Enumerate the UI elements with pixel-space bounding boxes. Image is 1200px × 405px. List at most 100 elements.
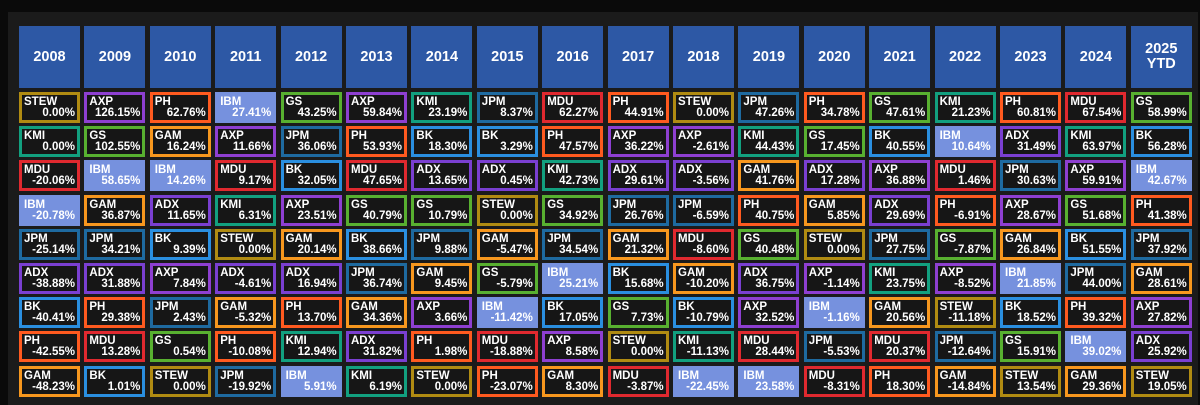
return-cell: JPM -19.92%	[215, 365, 277, 397]
ticker-label: PH	[285, 301, 302, 314]
return-cell: GAM 5.85%	[803, 194, 865, 226]
return-cell: MDU 28.44%	[738, 331, 800, 363]
ticker-label: PH	[89, 301, 106, 314]
ticker-label: PH	[24, 335, 40, 348]
return-cell: JPM 8.37%	[476, 92, 538, 123]
return-cell: MDU -8.60%	[673, 228, 734, 260]
return-value: 27.75%	[886, 243, 926, 256]
return-value: 28.67%	[1016, 209, 1056, 222]
ticker-label: IBM	[547, 267, 569, 279]
return-cell: JPM -25.14%	[19, 228, 80, 260]
return-value: 34.54%	[559, 243, 599, 256]
return-value: 20.37%	[886, 346, 926, 359]
return-cell: GS 40.79%	[346, 194, 407, 226]
ticker-label: ADX	[1005, 130, 1030, 143]
return-cell: JPM 2.43%	[149, 297, 211, 329]
return-value: 31.82%	[362, 346, 402, 359]
return-cell: GAM 20.56%	[869, 297, 931, 329]
return-cell: GAM 26.84%	[1000, 228, 1061, 260]
return-value: 36.22%	[624, 141, 664, 154]
return-cell: KMI 44.43%	[738, 126, 800, 158]
return-cell: KMI 63.97%	[1065, 126, 1127, 158]
ticker-label: GS	[1005, 335, 1022, 348]
ticker-label: GS	[89, 130, 107, 143]
ticker-label: MDU	[678, 232, 705, 245]
return-value: 36.75%	[755, 278, 795, 290]
return-value: 26.76%	[624, 209, 664, 222]
ticker-label: GS	[612, 301, 630, 314]
ticker-label: GAM	[939, 369, 967, 382]
return-value: 14.26%	[166, 175, 206, 188]
return-value: -7.87%	[954, 243, 991, 256]
return-cell: ADX -3.56%	[673, 160, 734, 192]
ticker-label: AXP	[1135, 301, 1160, 314]
return-cell: GAM 21.32%	[607, 228, 669, 260]
return-cell: ADX 29.69%	[869, 194, 931, 226]
return-cell: AXP 3.66%	[411, 297, 473, 329]
return-cell: BK -40.41%	[19, 297, 80, 329]
return-cell: STEW 0.00%	[607, 331, 669, 363]
ticker-label: IBM	[808, 301, 830, 314]
returns-heatmap-table: 2008 2009 2010 2011 2012 2013 2014 2015 2016 2017…	[8, 12, 1198, 405]
ticker-label: GAM	[612, 232, 640, 245]
ticker-label: PH	[220, 335, 237, 348]
return-value: 0.00%	[500, 209, 533, 222]
ticker-label: IBM	[285, 369, 307, 382]
ticker-label: GAM	[154, 130, 182, 143]
ticker-label: BK	[612, 267, 630, 279]
return-cell: BK 56.28%	[1130, 126, 1192, 158]
return-value: 3.29%	[500, 141, 533, 154]
ticker-label: KMI	[547, 164, 569, 177]
return-value: 29.36%	[1082, 380, 1122, 393]
return-cell: JPM -6.59%	[673, 194, 734, 226]
return-value: 21.23%	[951, 107, 991, 119]
return-value: -11.13%	[686, 346, 729, 359]
year-header: 2014	[411, 26, 473, 88]
return-value: 0.00%	[42, 107, 75, 119]
return-value: 23.51%	[297, 209, 337, 222]
return-value: -18.88%	[489, 346, 533, 359]
year-header: 2013	[346, 26, 407, 88]
return-value: 34.78%	[820, 107, 860, 119]
return-value: 0.54%	[173, 346, 206, 359]
return-value: 20.56%	[886, 312, 926, 325]
ticker-label: JPM	[154, 301, 179, 314]
return-value: 34.21%	[101, 243, 141, 256]
ticker-label: GAM	[808, 198, 836, 211]
return-cell: MDU 9.17%	[215, 160, 277, 192]
return-value: -20.06%	[32, 175, 75, 188]
return-cell: PH 53.93%	[346, 126, 407, 158]
year-header: 2020	[803, 26, 865, 88]
return-value: 63.97%	[1082, 141, 1122, 154]
ticker-label: IBM	[154, 164, 176, 177]
return-cell: GAM 34.36%	[346, 297, 407, 329]
return-value: 7.73%	[630, 312, 664, 325]
ticker-label: JPM	[612, 198, 637, 211]
return-cell: AXP 59.84%	[346, 92, 407, 123]
return-value: -12.64%	[947, 346, 991, 359]
return-cell: GAM -5.32%	[215, 297, 277, 329]
return-value: 16.94%	[297, 278, 337, 290]
return-value: -38.88%	[32, 278, 75, 290]
ticker-label: ADX	[874, 198, 899, 211]
ticker-label: JPM	[24, 232, 48, 245]
return-value: 12.94%	[297, 346, 337, 359]
ticker-label: GAM	[89, 198, 117, 211]
return-value: 36.87%	[101, 209, 141, 222]
ticker-label: PH	[154, 96, 171, 108]
return-cell: GS 43.25%	[280, 92, 342, 123]
year-header: 2008	[19, 26, 80, 88]
return-value: 31.88%	[101, 278, 141, 290]
ticker-label: PH	[612, 96, 629, 108]
ticker-label: KMI	[24, 130, 46, 143]
return-cell: IBM -11.42%	[476, 297, 538, 329]
return-cell: JPM 44.00%	[1065, 263, 1127, 294]
return-cell: STEW 0.00%	[19, 92, 80, 123]
return-value: 17.05%	[559, 312, 599, 325]
ticker-label: MDU	[939, 164, 966, 177]
return-value: 25.21%	[559, 278, 599, 290]
ticker-label: GS	[1070, 198, 1088, 211]
ticker-label: KMI	[351, 369, 373, 382]
ticker-label: GAM	[1135, 267, 1163, 279]
return-value: 31.49%	[1016, 141, 1056, 154]
